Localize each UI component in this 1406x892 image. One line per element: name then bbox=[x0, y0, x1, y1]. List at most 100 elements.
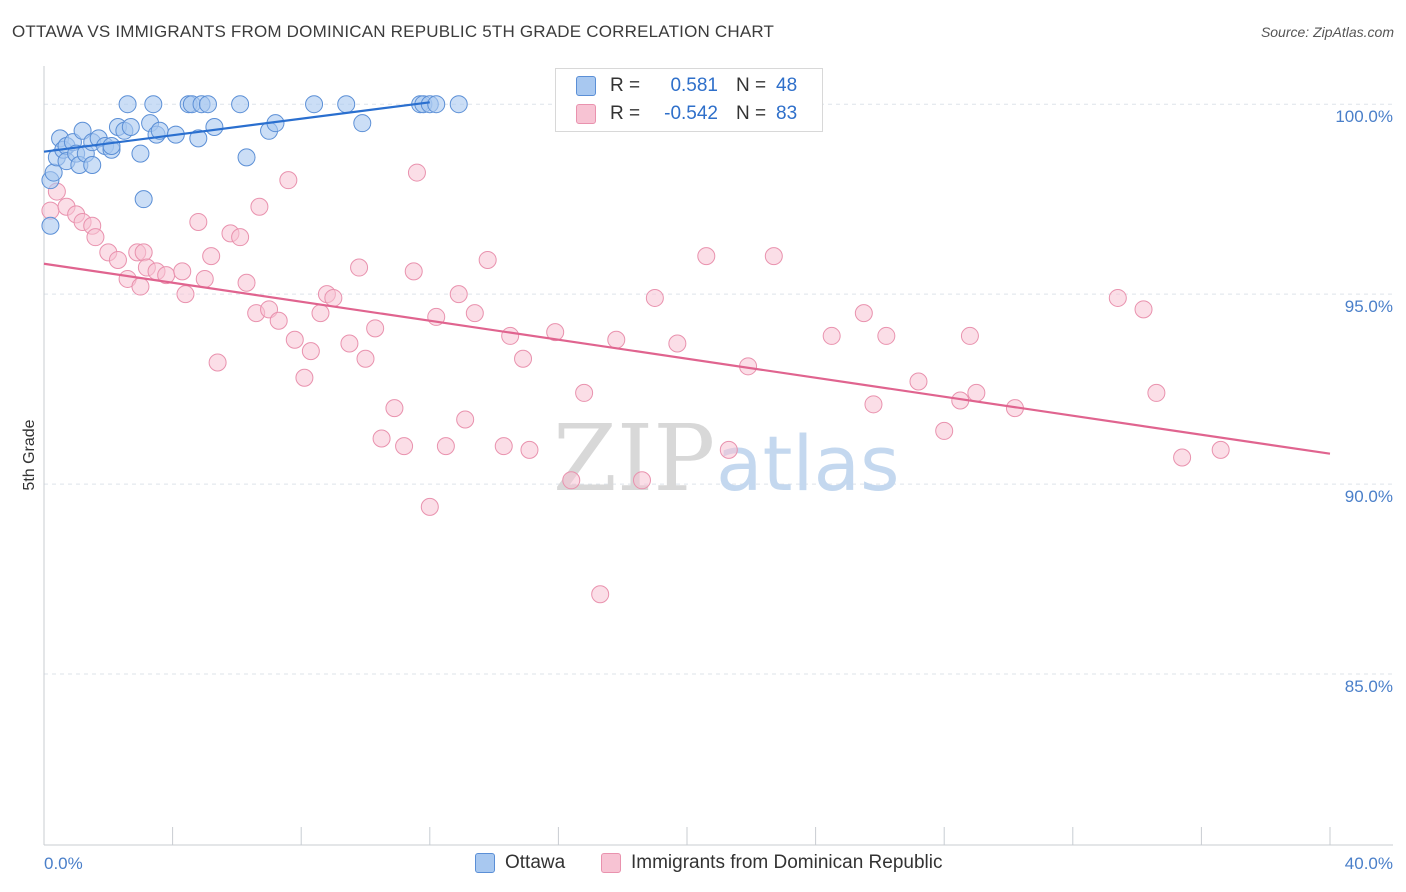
ottawa-point bbox=[189, 129, 208, 148]
dominican-point bbox=[404, 262, 423, 281]
dominican-point bbox=[960, 326, 979, 345]
dominican-point bbox=[407, 163, 426, 182]
ottawa-r-value: 0.581 bbox=[670, 75, 718, 96]
stats-legend: R = 0.581 N = 48 R = -0.542 N = 83 bbox=[555, 68, 823, 132]
dominican-point bbox=[697, 247, 716, 266]
y-tick-label: 95.0% bbox=[1345, 297, 1393, 316]
ottawa-point bbox=[134, 190, 153, 209]
ottawa-point bbox=[205, 117, 224, 136]
dominican-point bbox=[632, 471, 651, 490]
ottawa-point bbox=[144, 95, 163, 114]
dominican-points bbox=[41, 163, 1230, 604]
dominican-point bbox=[195, 269, 214, 288]
ottawa-point bbox=[449, 95, 468, 114]
ottawa-trend-line bbox=[43, 101, 430, 153]
dominican-point bbox=[1173, 448, 1192, 467]
dominican-point bbox=[131, 277, 150, 296]
dominican-point bbox=[909, 372, 928, 391]
dominican-r-label: R = bbox=[610, 103, 641, 124]
dominican-point bbox=[340, 334, 359, 353]
dominican-point bbox=[645, 288, 664, 307]
dominican-point bbox=[877, 326, 896, 345]
dominican-point bbox=[967, 383, 986, 402]
dominican-point bbox=[231, 228, 250, 247]
dominican-point bbox=[395, 437, 414, 456]
dominican-n-label: N = bbox=[736, 103, 767, 124]
x-tick-labels: 0.0% 40.0% bbox=[44, 854, 1393, 873]
ottawa-point bbox=[427, 95, 446, 114]
dominican-point bbox=[456, 410, 475, 429]
y-axis-label: 5th Grade bbox=[21, 419, 38, 490]
ottawa-legend-label: Ottawa bbox=[505, 852, 566, 873]
legend-item-ottawa[interactable]: Ottawa bbox=[475, 852, 565, 874]
dominican-point bbox=[385, 399, 404, 418]
trend-lines bbox=[43, 101, 1331, 455]
dominican-n-value: 83 bbox=[776, 103, 798, 124]
dominican-point bbox=[279, 171, 298, 190]
legend-item-dominican[interactable]: Immigrants from Dominican Republic bbox=[601, 852, 943, 874]
dominican-point bbox=[237, 273, 256, 292]
legend-row-ottawa: R = 0.581 N = 48 bbox=[576, 74, 797, 98]
dominican-point bbox=[719, 440, 738, 459]
dominican-point bbox=[591, 585, 610, 604]
x-tick-label: 40.0% bbox=[1345, 854, 1393, 873]
dominican-point bbox=[250, 197, 269, 216]
y-tick-label: 85.0% bbox=[1345, 677, 1393, 696]
dominican-point bbox=[176, 285, 195, 304]
chart-title: OTTAWA VS IMMIGRANTS FROM DOMINICAN REPU… bbox=[12, 22, 775, 41]
ottawa-point bbox=[131, 144, 150, 163]
dominican-point bbox=[546, 323, 565, 342]
ottawa-point bbox=[83, 155, 102, 174]
dominican-point bbox=[607, 330, 626, 349]
dominican-point bbox=[1211, 440, 1230, 459]
ottawa-point bbox=[231, 95, 250, 114]
ottawa-n-value: 48 bbox=[776, 75, 798, 96]
legend-row-dominican: R = -0.542 N = 83 bbox=[576, 102, 797, 126]
dominican-point bbox=[86, 228, 105, 247]
ottawa-r-label: R = bbox=[610, 75, 641, 96]
watermark-atlas: atlas bbox=[716, 419, 900, 508]
dominican-point bbox=[575, 383, 594, 402]
dominican-point bbox=[366, 319, 385, 338]
dominican-point bbox=[41, 201, 60, 220]
dominican-point bbox=[134, 243, 153, 262]
dominican-point bbox=[202, 247, 221, 266]
ottawa-point bbox=[305, 95, 324, 114]
ottawa-point bbox=[121, 117, 140, 136]
y-tick-label: 100.0% bbox=[1335, 107, 1393, 126]
dominican-point bbox=[1134, 300, 1153, 319]
ottawa-n-label: N = bbox=[736, 75, 767, 96]
dominican-point bbox=[285, 330, 304, 349]
dominican-point bbox=[108, 250, 127, 269]
dominican-point bbox=[514, 349, 533, 368]
dominican-point bbox=[562, 471, 581, 490]
dominican-swatch bbox=[576, 104, 596, 124]
x-tick-label: 0.0% bbox=[44, 854, 83, 873]
dominican-point bbox=[350, 258, 369, 277]
ottawa-point bbox=[41, 216, 60, 235]
dominican-point bbox=[436, 437, 455, 456]
dominican-point bbox=[854, 304, 873, 323]
dominican-point bbox=[173, 262, 192, 281]
dominican-point bbox=[356, 349, 375, 368]
ottawa-point bbox=[337, 95, 356, 114]
source-credit: Source: ZipAtlas.com bbox=[1260, 24, 1394, 40]
dominican-point bbox=[501, 326, 520, 345]
ottawa-swatch bbox=[576, 76, 596, 96]
dominican-point bbox=[208, 353, 227, 372]
ottawa-point bbox=[102, 136, 121, 155]
dominican-point bbox=[449, 285, 468, 304]
y-tick-label: 90.0% bbox=[1345, 487, 1393, 506]
dominican-point bbox=[269, 311, 288, 330]
dominican-point bbox=[1108, 288, 1127, 307]
dominican-point bbox=[420, 497, 439, 516]
dominican-point bbox=[822, 326, 841, 345]
dominican-point bbox=[372, 429, 391, 448]
dominican-point bbox=[324, 288, 343, 307]
y-tick-labels: 100.0% 95.0% 90.0% 85.0% bbox=[1335, 107, 1393, 696]
dominican-point bbox=[668, 334, 687, 353]
dominican-point bbox=[301, 342, 320, 361]
dominican-point bbox=[864, 395, 883, 414]
dominican-point bbox=[494, 437, 513, 456]
